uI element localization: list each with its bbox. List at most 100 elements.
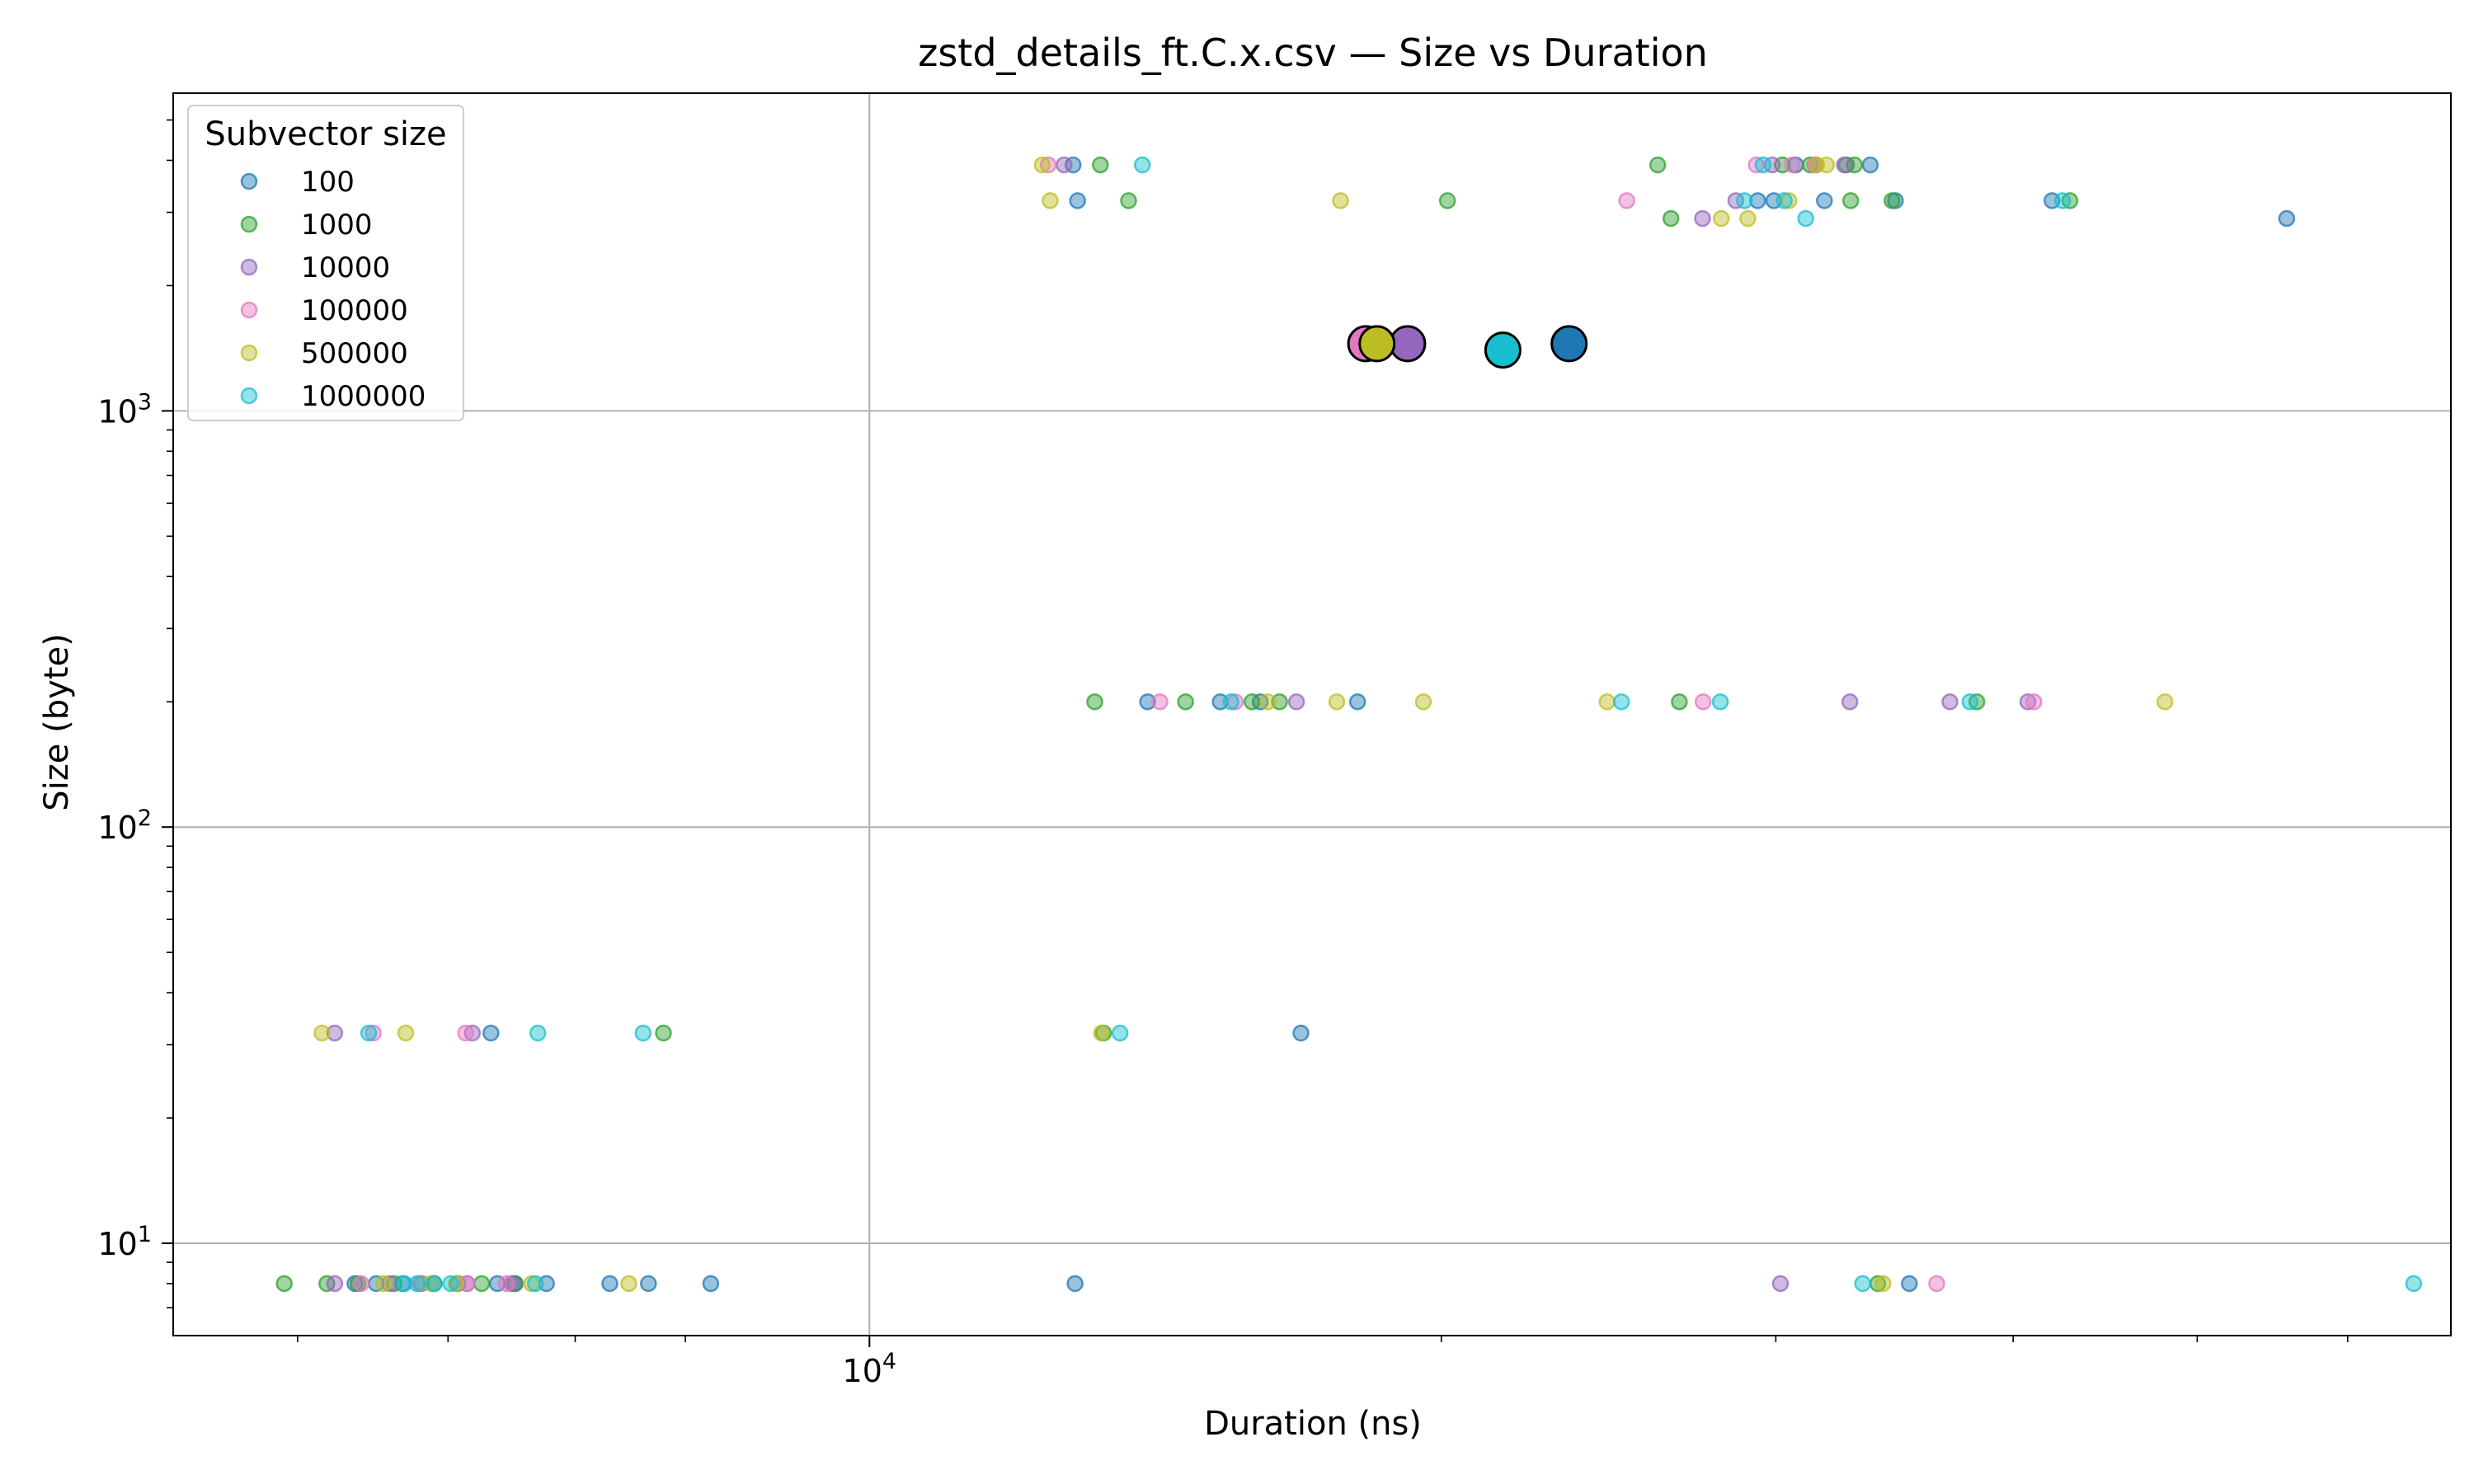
legend-label-100: 100	[301, 166, 355, 199]
data-point	[1961, 693, 1979, 711]
data-point	[1120, 192, 1137, 209]
data-point	[1042, 192, 1059, 209]
data-point	[1874, 1275, 1892, 1293]
data-point	[1259, 693, 1277, 711]
data-point	[1332, 192, 1349, 209]
data-point	[1612, 693, 1630, 711]
data-point	[1133, 156, 1151, 174]
data-point	[482, 1024, 500, 1042]
data-point	[395, 1275, 413, 1293]
data-point	[620, 1275, 637, 1293]
data-point	[2019, 693, 2037, 711]
data-point	[1151, 693, 1169, 711]
data-points	[275, 156, 2423, 1293]
data-point	[1066, 1275, 1084, 1293]
data-point	[1816, 192, 1833, 209]
data-point	[1884, 192, 1901, 209]
data-point	[365, 1024, 382, 1042]
legend-label-500000: 500000	[301, 337, 408, 370]
legend-label-10000: 10000	[301, 251, 390, 284]
data-point	[408, 1275, 426, 1293]
data-point	[1861, 156, 1879, 174]
data-point	[1754, 156, 1772, 174]
data-point	[1056, 156, 1073, 174]
plot-frame	[172, 92, 2452, 1336]
legend-marker-100000	[240, 301, 258, 319]
data-point	[655, 1024, 672, 1042]
data-point	[1749, 192, 1766, 209]
data-point	[1797, 209, 1814, 228]
data-point	[1776, 192, 1793, 209]
data-point	[1111, 1024, 1129, 1042]
data-point	[275, 1275, 293, 1293]
summary-point	[1484, 331, 1522, 369]
data-point	[1694, 209, 1711, 228]
data-point	[2053, 192, 2072, 209]
data-point	[1662, 209, 1680, 228]
data-point	[1226, 693, 1244, 711]
data-point	[702, 1275, 720, 1293]
data-point	[1941, 693, 1959, 711]
legend-label-100000: 100000	[301, 294, 408, 327]
data-point	[1069, 192, 1086, 209]
data-point	[1780, 192, 1798, 209]
data-point	[526, 1275, 544, 1293]
legend-label-1000000: 1000000	[301, 380, 426, 413]
series-1000000	[360, 156, 2423, 1293]
legend: Subvector size 1001000100001000005000001…	[187, 105, 464, 421]
data-point	[1222, 693, 1239, 711]
data-point	[313, 1024, 331, 1042]
data-point	[1292, 1024, 1310, 1042]
data-point	[360, 1024, 378, 1042]
data-point	[457, 1024, 474, 1042]
data-point	[1671, 693, 1688, 711]
data-point	[1711, 693, 1729, 711]
data-point	[1414, 693, 1432, 711]
data-point	[1928, 1275, 1945, 1293]
data-point	[1784, 156, 1801, 174]
data-point	[1901, 1275, 1918, 1293]
data-point	[1736, 192, 1753, 209]
legend-marker-100	[240, 172, 258, 190]
data-point	[2025, 693, 2043, 711]
data-point	[1739, 209, 1757, 228]
data-point	[375, 1275, 393, 1293]
data-point	[1287, 693, 1305, 711]
data-point	[503, 1275, 520, 1293]
chart-title: zstd_details_ft.C.x.csv — Size vs Durati…	[918, 31, 1708, 75]
data-point	[1348, 693, 1366, 711]
data-point	[2405, 1275, 2423, 1293]
series-100	[346, 156, 2296, 1293]
data-point	[1841, 192, 1860, 209]
data-point	[1854, 1275, 1871, 1293]
data-point	[1177, 693, 1194, 711]
data-point	[1328, 693, 1346, 711]
data-point	[1649, 156, 1667, 174]
data-point	[397, 1024, 415, 1042]
data-point	[640, 1275, 657, 1293]
legend-label-1000: 1000	[301, 209, 373, 242]
x-axis-label: Duration (ns)	[1204, 1405, 1422, 1443]
data-point	[1841, 693, 1859, 711]
legend-marker-1000	[240, 215, 258, 233]
legend-items: 100 1000 10000 100000 500000 1000000	[240, 166, 426, 413]
series-1000	[275, 156, 2079, 1293]
data-point	[326, 1024, 344, 1042]
data-point	[2278, 209, 2296, 228]
y-tick-label: 103	[97, 389, 152, 430]
data-point	[634, 1024, 652, 1042]
legend-marker-1000000	[240, 387, 258, 405]
legend-marker-10000	[240, 258, 258, 276]
series-500000	[313, 156, 2174, 1293]
series-100000	[352, 156, 2043, 1293]
data-point	[2156, 693, 2174, 711]
data-point	[426, 1275, 443, 1293]
data-point	[1438, 192, 1456, 209]
summary-point	[1389, 325, 1427, 363]
data-point	[1271, 693, 1288, 711]
legend-title: Subvector size	[205, 115, 446, 153]
data-point	[497, 1275, 515, 1293]
data-point	[1086, 693, 1103, 711]
data-point	[473, 1275, 491, 1293]
